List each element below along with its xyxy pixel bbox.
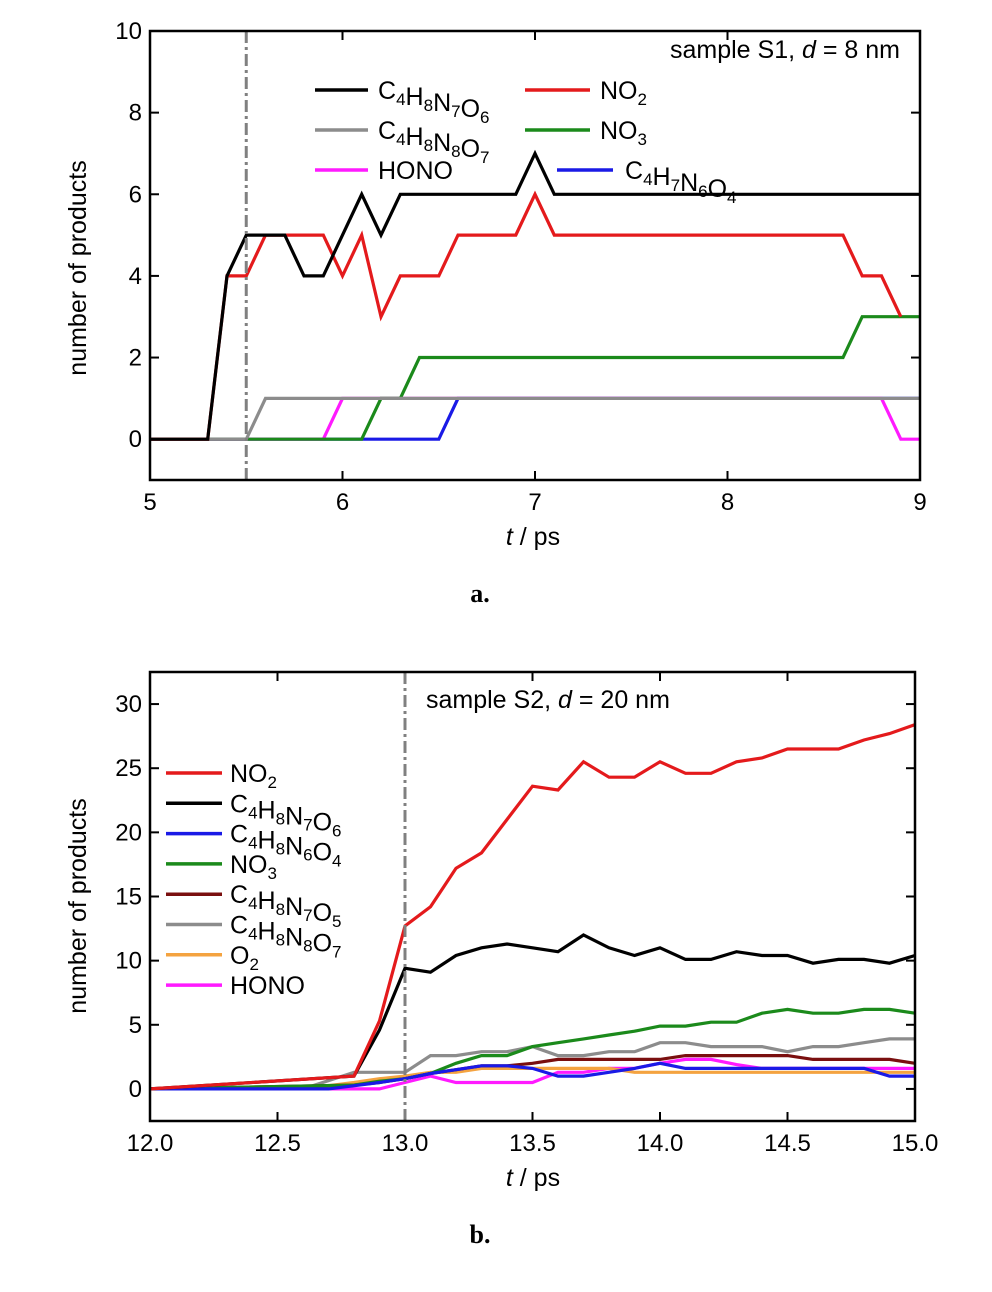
- panel-a-legend-label: NO2: [600, 77, 647, 109]
- panel-a-series-no2: [150, 190, 903, 441]
- panel-b-xtick-label: 13.5: [509, 1130, 556, 1157]
- panel-b-caption: b.: [470, 1220, 491, 1249]
- panel-b-ytick-label: 10: [115, 948, 142, 975]
- panel-a-frame: [148, 29, 922, 482]
- panel-a-legend-label: C4H8N7O6: [378, 77, 490, 127]
- panel-a-series: [150, 149, 920, 441]
- panel-b-legend-label: NO2: [230, 760, 277, 792]
- panel-b-xtick-label: 13.0: [382, 1130, 429, 1157]
- panel-b-ytick-label: 20: [115, 819, 142, 846]
- panel-b-legend-label: NO3: [230, 851, 277, 883]
- panel-a-ytick-label: 0: [129, 426, 142, 453]
- panel-a-legend-label: C4H8N8O7: [378, 117, 490, 167]
- panel-b-xlabel: t / ps: [506, 1164, 560, 1192]
- panel-a-ytick-label: 2: [129, 345, 142, 372]
- panel-b-xtick-label: 14.5: [764, 1130, 811, 1157]
- panel-b-series-c4h8n7o6: [149, 933, 916, 1091]
- panel-a-legend-label: C4H7N6O4: [625, 157, 737, 207]
- panel-a-xtick-label: 7: [528, 489, 541, 516]
- panel-b-legend-label: C4H8N6O4: [230, 821, 342, 871]
- panel-a-xtick-label: 6: [336, 489, 349, 516]
- panel-b-ytick-label: 25: [115, 755, 142, 782]
- panel-a-ylabel: number of products: [64, 160, 92, 375]
- panel-b-annotation: sample S2, d = 20 nm: [426, 686, 670, 714]
- panel-b-legend-label: HONO: [230, 972, 305, 1000]
- panel-a-series-c4h7n6o4: [150, 396, 920, 441]
- panel-a-legend-label: NO3: [600, 117, 647, 149]
- panel-a-series-c4h8n8o7: [150, 396, 920, 441]
- panel-a-ytick-label: 4: [129, 263, 142, 290]
- panel-a-ticks: 5 6 7 8 9 0 2 4 6 8 10: [115, 18, 926, 516]
- panel-b-ylabel: number of products: [64, 798, 92, 1013]
- panel-b-ytick-label: 15: [115, 884, 142, 911]
- panel-b-series: [149, 723, 916, 1091]
- panel-b-ytick-label: 0: [129, 1076, 142, 1103]
- panel-a-legend-label: HONO: [378, 157, 453, 185]
- panel-b-xtick-label: 12.5: [254, 1130, 301, 1157]
- panel-a-series-hono: [150, 396, 920, 441]
- panel-a-ytick-label: 6: [129, 181, 142, 208]
- panel-a-xtick-label: 9: [913, 489, 926, 516]
- panel-b-legend-label: C4H8N8O7: [230, 912, 342, 962]
- panel-a-xlabel: t / ps: [506, 523, 560, 551]
- panel-b-series-o2: [150, 1066, 915, 1091]
- panel-a-series-c4h8n7o6: [150, 149, 920, 441]
- panel-b-legend-label: C4H8N7O5: [230, 881, 342, 931]
- panel-b-frame: [148, 670, 917, 1123]
- panel-a-xtick-label: 5: [143, 489, 156, 516]
- panel-b-series-no2: [149, 723, 916, 1091]
- panel-b-series-hono: [150, 1057, 915, 1091]
- panel-a-caption: a.: [470, 579, 490, 608]
- panel-b: 12.0 12.5 13.0 13.5 14.0 14.5 15.0 0 5 10 15 20 25 30…: [64, 670, 938, 1249]
- panel-a-series-no3: [150, 315, 920, 441]
- panel-a-ytick-label: 10: [115, 18, 142, 45]
- panel-a-xtick-label: 8: [721, 489, 734, 516]
- panel-b-legend-label: O2: [230, 942, 259, 974]
- panel-b-ytick-label: 30: [115, 691, 142, 718]
- panel-b-legend-label: C4H8N7O6: [230, 790, 342, 840]
- panel-b-ytick-label: 5: [129, 1012, 142, 1039]
- panel-a: 5 6 7 8 9 0 2 4 6 8 10 sample S1, d = 8 nm C4H8N7O…: [64, 18, 927, 608]
- panel-b-series-c4h8n6o4: [150, 1061, 915, 1091]
- panel-b-xtick-label: 12.0: [127, 1130, 174, 1157]
- panel-b-xtick-label: 14.0: [637, 1130, 684, 1157]
- panel-a-ytick-label: 8: [129, 100, 142, 127]
- panel-b-xtick-label: 15.0: [892, 1130, 939, 1157]
- panel-b-ticks: 12.0 12.5 13.0 13.5 14.0 14.5 15.0 0 5 10 15 20 25 30: [115, 672, 938, 1157]
- panel-a-legend: C4H8N7O6 NO2 C4H8N8O7 NO3 HONO C4H7N6O4: [315, 77, 737, 207]
- panel-b-legend: NO2C4H8N7O6C4H8N6O4NO3C4H8N7O5C4H8N8O7O2…: [166, 760, 342, 1000]
- panel-a-annotation: sample S1, d = 8 nm: [670, 36, 900, 64]
